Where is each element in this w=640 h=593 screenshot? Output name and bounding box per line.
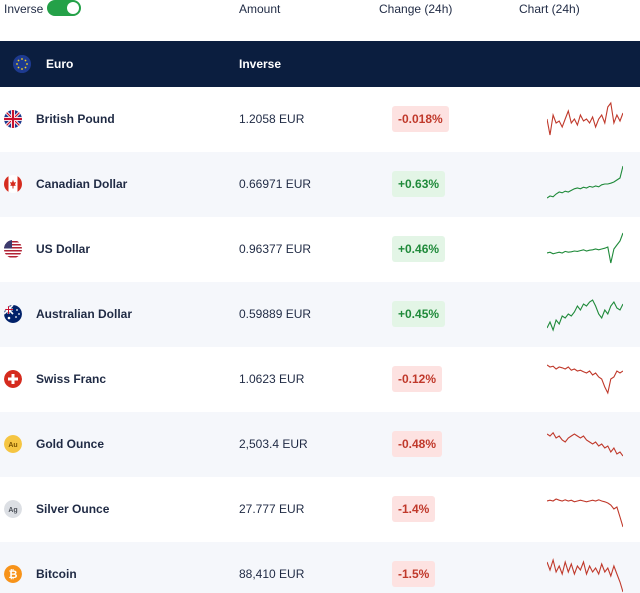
sparkline-line	[547, 364, 623, 395]
currency-amount: 1.0623 EUR	[239, 372, 305, 386]
table-row[interactable]: Australian Dollar 0.59889 EUR +0.45%	[0, 282, 640, 347]
silver-icon: Ag	[4, 500, 22, 518]
us-flag-icon	[4, 240, 22, 258]
currency-name: British Pound	[36, 112, 115, 126]
currency-name: Swiss Franc	[36, 372, 107, 386]
currency-amount: 0.96377 EUR	[239, 242, 312, 256]
uk-flag-icon	[4, 110, 22, 128]
currency-name: Australian Dollar	[36, 307, 133, 321]
sparkline-chart	[547, 232, 623, 264]
change-badge: -0.12%	[392, 366, 443, 392]
sparkline-chart	[547, 165, 623, 199]
toggle-knob	[67, 2, 79, 14]
sparkline-line	[547, 431, 623, 457]
change-badge: +0.45%	[392, 301, 446, 327]
sparkline-line	[547, 498, 623, 528]
change-badge: +0.63%	[392, 171, 446, 197]
svg-text:Au: Au	[8, 442, 17, 449]
column-chart: Chart (24h)	[519, 2, 580, 16]
change-badge: -1.4%	[392, 496, 436, 522]
column-amount: Amount	[239, 2, 281, 16]
sparkline-line	[547, 557, 623, 593]
currency-name: Gold Ounce	[36, 437, 105, 451]
table-row[interactable]: British Pound 1.2058 EUR -0.018%	[0, 87, 640, 152]
gold-icon: Au	[4, 435, 22, 453]
currency-amount: 2,503.4 EUR	[239, 437, 308, 451]
currency-amount: 1.2058 EUR	[239, 112, 305, 126]
sparkline-line	[547, 299, 623, 332]
sparkline-chart	[547, 299, 623, 332]
currency-name: Silver Ounce	[36, 502, 110, 516]
australia-flag-icon	[4, 305, 22, 323]
table-row[interactable]: Canadian Dollar 0.66971 EUR +0.63%	[0, 152, 640, 217]
table-row[interactable]: Au Gold Ounce 2,503.4 EUR -0.48%	[0, 412, 640, 477]
change-badge: -0.018%	[392, 106, 449, 132]
base-currency-row[interactable]: Euro Inverse	[0, 41, 640, 87]
table-header: Inverse Amount Change (24h) Chart (24h)	[0, 0, 640, 41]
currency-name: Bitcoin	[36, 567, 77, 581]
table-row[interactable]: Swiss Franc 1.0623 EUR -0.12%	[0, 347, 640, 412]
table-row[interactable]: Ag Silver Ounce 27.777 EUR -1.4%	[0, 477, 640, 542]
currency-amount: 0.59889 EUR	[239, 307, 312, 321]
currency-amount: 88,410 EUR	[239, 567, 305, 581]
change-badge: -0.48%	[392, 431, 443, 457]
sparkline-chart	[547, 101, 623, 136]
sparkline-chart	[547, 498, 623, 528]
table-row[interactable]: ₿ Bitcoin 88,410 EUR -1.5%	[0, 542, 640, 593]
sparkline-chart	[547, 431, 623, 457]
swiss-flag-icon	[4, 370, 22, 388]
currency-name: US Dollar	[36, 242, 91, 256]
currency-name: Canadian Dollar	[36, 177, 128, 191]
sparkline-line	[547, 232, 623, 264]
bitcoin-icon: ₿	[4, 565, 22, 583]
sparkline-line	[547, 165, 623, 199]
svg-text:Ag: Ag	[8, 507, 17, 514]
canada-flag-icon	[4, 175, 22, 193]
currency-amount: 27.777 EUR	[239, 502, 305, 516]
base-mode-label: Inverse	[239, 57, 282, 71]
change-badge: -1.5%	[392, 561, 436, 587]
sparkline-chart	[547, 364, 623, 395]
sparkline-line	[547, 101, 623, 136]
inverse-toggle[interactable]	[47, 0, 81, 16]
currency-amount: 0.66971 EUR	[239, 177, 312, 191]
column-change: Change (24h)	[379, 2, 453, 16]
base-currency-name: Euro	[46, 57, 74, 71]
sparkline-chart	[547, 557, 623, 593]
svg-text:₿: ₿	[9, 569, 18, 581]
inverse-label: Inverse	[4, 2, 44, 16]
table-row[interactable]: US Dollar 0.96377 EUR +0.46%	[0, 217, 640, 282]
eu-flag-icon	[13, 55, 31, 73]
change-badge: +0.46%	[392, 236, 446, 262]
